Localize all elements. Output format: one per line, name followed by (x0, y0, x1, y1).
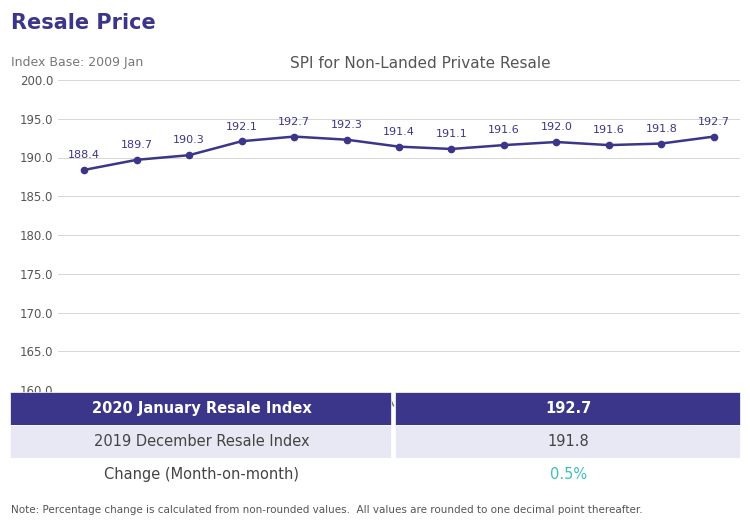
Text: 190.3: 190.3 (173, 136, 205, 145)
Text: 2019 December Resale Index: 2019 December Resale Index (94, 434, 310, 449)
Text: 192.7: 192.7 (545, 401, 592, 416)
Text: SPI for Non-Landed Private Resale: SPI for Non-Landed Private Resale (290, 56, 550, 71)
Text: 191.4: 191.4 (383, 127, 415, 137)
Text: 0.5%: 0.5% (550, 467, 587, 482)
Text: 192.7: 192.7 (278, 117, 310, 127)
Text: 192.1: 192.1 (226, 121, 257, 131)
Text: 191.8: 191.8 (645, 124, 677, 134)
Text: 191.1: 191.1 (436, 129, 467, 139)
Text: 192.3: 192.3 (331, 120, 362, 130)
Text: 192.7: 192.7 (698, 117, 730, 127)
Text: Note: Percentage change is calculated from non-rounded values.  All values are r: Note: Percentage change is calculated fr… (11, 505, 643, 515)
Text: 189.7: 189.7 (121, 140, 153, 150)
Text: 2020 January Resale Index: 2020 January Resale Index (92, 401, 311, 416)
Text: Change (Month-on-month): Change (Month-on-month) (104, 467, 299, 482)
Text: 192.0: 192.0 (541, 122, 572, 132)
Text: Resale Price: Resale Price (11, 13, 156, 34)
Text: 191.6: 191.6 (488, 126, 520, 135)
Text: 191.6: 191.6 (593, 126, 625, 135)
Text: 191.8: 191.8 (548, 434, 590, 449)
Text: 188.4: 188.4 (68, 150, 100, 160)
Text: Index Base: 2009 Jan: Index Base: 2009 Jan (11, 56, 143, 69)
